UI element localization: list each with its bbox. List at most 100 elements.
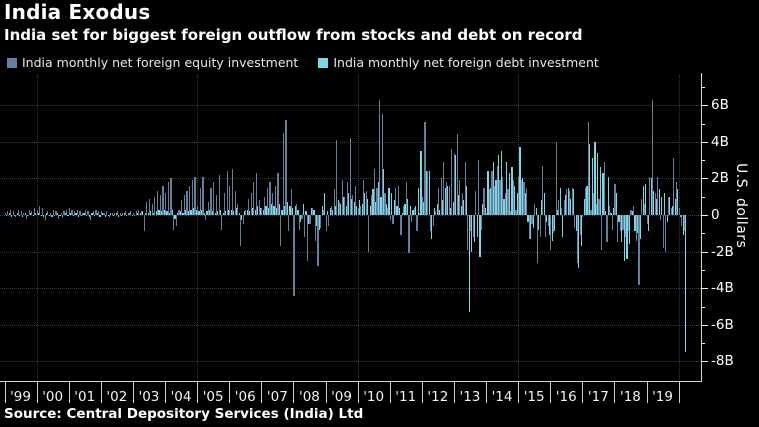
debt-bar	[538, 215, 540, 230]
equity-bar	[461, 193, 464, 215]
equity-bar	[148, 198, 151, 215]
equity-bar	[349, 138, 351, 215]
equity-bar	[320, 215, 322, 228]
equity-bar	[419, 213, 421, 215]
debt-bar	[634, 215, 636, 232]
equity-bar	[488, 189, 490, 215]
debt-bar	[436, 204, 438, 215]
equity-bar	[547, 215, 549, 226]
debt-bar	[243, 211, 246, 215]
debt-bar	[193, 207, 195, 215]
equity-bar	[507, 189, 509, 215]
equity-bar	[58, 215, 60, 219]
x-axis-year-label: '08	[298, 389, 320, 405]
debt-bar	[663, 193, 666, 215]
debt-bar	[380, 196, 382, 215]
debt-bar	[420, 150, 422, 215]
equity-bar	[467, 215, 469, 250]
debt-bar	[535, 207, 537, 215]
debt-bar	[32, 215, 34, 216]
debt-bar	[254, 209, 256, 215]
debt-bar	[364, 193, 366, 215]
debt-bar	[337, 200, 339, 215]
y-axis-tick-label: -8B	[711, 353, 734, 370]
equity-bar	[531, 215, 533, 225]
debt-bar	[524, 193, 526, 215]
debt-bar	[326, 211, 329, 215]
debt-bar	[24, 213, 26, 215]
equity-bar	[269, 182, 271, 215]
debt-bar	[506, 161, 508, 215]
debt-bar	[623, 215, 625, 261]
equity-bar	[435, 211, 437, 215]
equity-bar	[247, 198, 250, 215]
equity-bar	[266, 187, 268, 215]
equity-bar	[122, 213, 124, 215]
debt-bar	[56, 213, 58, 215]
debt-bar	[233, 211, 235, 215]
debt-bar	[516, 193, 518, 215]
equity-bar	[336, 139, 338, 215]
equity-bar	[119, 213, 121, 215]
equity-bar	[156, 191, 159, 215]
equity-bar	[657, 176, 659, 215]
debt-bar	[318, 215, 320, 230]
y-axis-minor-tick	[701, 233, 705, 235]
debt-bar	[615, 193, 617, 215]
debt-bar	[399, 207, 401, 215]
debt-bar	[567, 187, 569, 215]
equity-bar	[352, 194, 354, 215]
legend-label-debt: India monthly net foreign debt investmen…	[333, 55, 599, 70]
equity-bar	[239, 215, 242, 247]
equity-bar	[368, 215, 370, 252]
equity-bar	[338, 202, 341, 215]
chart-title: India Exodus	[4, 0, 151, 24]
equity-bar	[451, 149, 453, 215]
equity-bar	[429, 215, 431, 232]
debt-bar	[671, 205, 674, 215]
debt-bar	[377, 182, 379, 215]
y-axis-tick	[701, 361, 708, 363]
equity-bar	[274, 185, 276, 215]
debt-bar	[564, 194, 567, 215]
x-axis-tick	[453, 381, 455, 403]
equity-bar	[140, 211, 143, 215]
debt-bar	[158, 209, 160, 215]
equity-bar	[138, 209, 140, 215]
debt-bar	[594, 141, 596, 215]
equity-bar	[207, 202, 209, 215]
equity-bar	[258, 200, 260, 215]
equity-bar	[593, 193, 595, 215]
debt-bar	[144, 213, 147, 215]
debt-bar	[554, 215, 556, 232]
debt-bar	[251, 207, 254, 215]
equity-bar	[649, 176, 651, 215]
x-axis-year-label: '00	[42, 389, 64, 405]
debt-bar	[361, 204, 363, 215]
x-axis-tick	[421, 381, 423, 403]
equity-bar	[496, 165, 498, 215]
debt-bar	[599, 167, 601, 215]
x-axis-year-label: '15	[523, 389, 545, 405]
debt-bar	[586, 185, 588, 215]
debt-bar	[385, 204, 387, 215]
debt-bar	[597, 152, 599, 215]
equity-bar	[662, 215, 664, 248]
debt-bar	[45, 213, 48, 215]
equity-bar	[598, 198, 600, 215]
y-axis-tick	[701, 324, 708, 326]
equity-bar	[499, 180, 501, 215]
debt-bar	[276, 207, 278, 215]
debt-bar	[653, 191, 655, 215]
debt-bar	[583, 198, 585, 215]
debt-bar	[123, 213, 125, 215]
equity-bar	[49, 213, 52, 215]
debt-bar	[37, 213, 40, 215]
equity-bar	[44, 215, 46, 221]
debt-bar	[575, 215, 577, 232]
debt-bar	[64, 213, 66, 215]
x-axis-year-label: '10	[363, 389, 385, 405]
debt-bar	[278, 204, 280, 215]
debt-bar	[136, 213, 139, 215]
x-axis-tick	[4, 381, 6, 403]
